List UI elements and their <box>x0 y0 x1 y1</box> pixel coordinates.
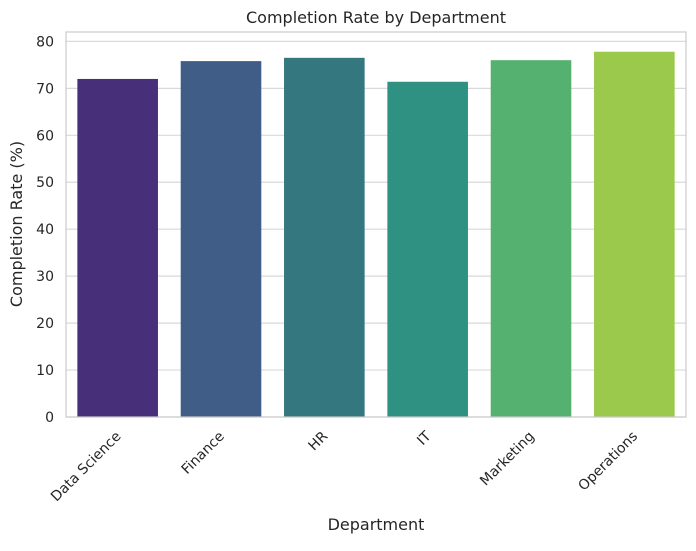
x-tick-label: IT <box>414 428 435 449</box>
y-tick-label: 10 <box>36 363 54 379</box>
y-axis-title: Completion Rate (%) <box>7 141 26 307</box>
y-tick-labels: 0 10 20 30 40 50 60 70 80 <box>36 34 54 426</box>
y-tick-label: 20 <box>36 316 54 332</box>
y-tick-label: 40 <box>36 222 54 238</box>
y-tick-label: 80 <box>36 34 54 50</box>
y-tick-label: 70 <box>36 81 54 97</box>
y-tick-label: 30 <box>36 269 54 285</box>
x-tick-label: Finance <box>179 429 228 478</box>
x-tick-label: Operations <box>575 429 641 495</box>
x-tick-label: HR <box>306 428 332 454</box>
bar <box>490 60 572 418</box>
x-tick-label: Data Science <box>48 429 124 505</box>
chart-title: Completion Rate by Department <box>246 8 506 27</box>
bar <box>594 51 675 417</box>
plot-frame <box>65 31 687 418</box>
x-tick-label: Marketing <box>477 429 538 490</box>
x-tick-labels: Data Science Finance HR IT Marketing Operatio… <box>48 428 641 505</box>
bar <box>387 81 468 417</box>
bar <box>180 61 262 418</box>
bar <box>284 57 365 417</box>
bars <box>77 51 675 418</box>
bar <box>77 78 158 417</box>
x-axis-title: Department <box>328 515 425 534</box>
y-tick-label: 60 <box>36 128 54 144</box>
gridlines <box>66 40 686 418</box>
y-tick-label: 0 <box>45 410 54 426</box>
y-tick-label: 50 <box>36 175 54 191</box>
